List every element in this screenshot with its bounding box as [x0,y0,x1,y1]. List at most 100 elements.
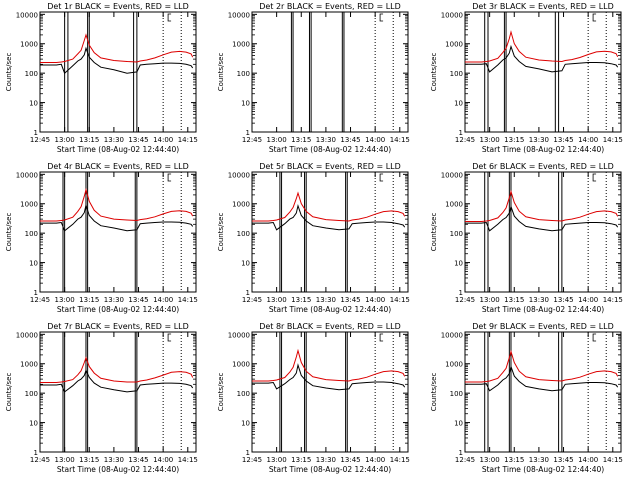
series-line-lld [40,356,194,383]
x-tick-label: 13:00 [55,456,75,464]
x-tick-label: 12:45 [242,136,262,144]
y-tick-label: 1 [246,449,250,457]
panel-title: Det 3r BLACK = Events, RED = LLD [472,2,614,11]
series-line-lld [40,33,194,63]
x-tick-label: 13:45 [340,136,360,144]
series-line-lld [252,191,406,222]
y-tick-label: 100 [450,230,463,238]
x-tick-label: 13:45 [553,456,573,464]
bracket-marker [167,13,172,22]
x-tick-label: 12:45 [30,296,50,304]
y-tick-label: 10000 [441,331,463,339]
series-line-events [465,44,619,73]
y-tick-label: 10000 [16,331,38,339]
y-axis-label: Counts/sec [430,53,438,92]
panel-title: Det 2r BLACK = Events, RED = LLD [259,2,401,11]
y-tick-label: 10 [454,100,463,108]
x-tick-label: 14:15 [390,296,410,304]
x-tick-label: 14:15 [390,136,410,144]
y-tick-label: 10000 [441,11,463,19]
x-tick-label: 13:45 [340,296,360,304]
y-tick-label: 100 [450,390,463,398]
x-tick-label: 13:15 [291,296,311,304]
plot-frame [251,171,409,293]
x-tick-label: 12:45 [455,136,475,144]
y-tick-label: 1 [34,449,38,457]
series-line-lld [40,187,194,222]
y-tick-label: 1000 [20,201,38,209]
x-tick-label: 14:00 [365,456,385,464]
detector-panel-5: Det 5r BLACK = Events, RED = LLD 1 10 100 10… [217,162,410,314]
y-tick-label: 10000 [228,11,250,19]
bracket-marker [379,13,384,22]
series-line-events [465,204,619,232]
detector-panel-3: Det 3r BLACK = Events, RED = LLD 1 10 100 10… [430,2,623,154]
x-axis-label: Start Time (08-Aug-02 12:44:40) [482,465,604,474]
bracket-marker [379,333,384,342]
y-axis-label: Counts/sec [430,213,438,252]
x-tick-label: 13:45 [128,136,148,144]
y-tick-label: 100 [25,70,38,78]
x-tick-label: 14:15 [178,136,198,144]
y-tick-label: 10000 [441,171,463,179]
series-line-events [252,363,406,391]
panel-title: Det 8r BLACK = Events, RED = LLD [259,322,401,331]
x-tick-label: 13:15 [291,136,311,144]
plot-frame [251,11,409,133]
x-tick-label: 13:30 [104,136,124,144]
plot-frame [251,331,409,453]
x-tick-label: 13:15 [79,456,99,464]
x-tick-label: 14:15 [603,456,623,464]
y-axis-label: Counts/sec [5,53,13,92]
x-tick-label: 13:30 [104,456,124,464]
x-tick-label: 13:00 [480,296,500,304]
plot-frame [464,331,622,453]
x-tick-label: 13:30 [529,296,549,304]
y-tick-label: 1000 [232,201,250,209]
x-tick-label: 13:15 [504,296,524,304]
y-tick-label: 1000 [445,201,463,209]
y-tick-label: 1 [459,289,463,297]
y-tick-label: 1 [459,449,463,457]
y-tick-label: 1000 [232,361,250,369]
x-tick-label: 13:15 [504,136,524,144]
x-tick-label: 13:15 [291,456,311,464]
x-tick-label: 12:45 [30,456,50,464]
x-tick-label: 14:00 [578,296,598,304]
x-tick-label: 13:30 [316,136,336,144]
y-tick-label: 100 [450,70,463,78]
panel-title: Det 6r BLACK = Events, RED = LLD [472,162,614,171]
x-tick-label: 12:45 [242,296,262,304]
x-tick-label: 14:00 [153,136,173,144]
x-tick-label: 13:00 [480,456,500,464]
y-tick-label: 1 [246,289,250,297]
x-tick-label: 13:30 [316,296,336,304]
x-tick-label: 13:00 [267,136,287,144]
x-tick-label: 13:00 [55,136,75,144]
x-tick-label: 13:15 [504,456,524,464]
y-axis-label: Counts/sec [5,213,13,252]
y-tick-label: 10 [454,260,463,268]
detector-panel-4: Det 4r BLACK = Events, RED = LLD 1 10 100 10… [5,162,198,314]
x-tick-label: 13:15 [79,296,99,304]
panel-title: Det 4r BLACK = Events, RED = LLD [47,162,189,171]
plot-frame [39,331,197,453]
series-line-events [40,46,194,75]
y-tick-label: 10000 [228,171,250,179]
x-tick-label: 14:00 [365,136,385,144]
x-axis-label: Start Time (08-Aug-02 12:44:40) [482,305,604,314]
x-tick-label: 12:45 [455,456,475,464]
panel-title: Det 9r BLACK = Events, RED = LLD [472,322,614,331]
series-line-lld [465,30,619,63]
series-line-events [465,364,619,392]
y-tick-label: 100 [237,230,250,238]
x-tick-label: 14:00 [153,456,173,464]
y-tick-label: 1000 [445,361,463,369]
x-tick-label: 13:45 [553,136,573,144]
series-line-events [40,203,194,232]
x-axis-label: Start Time (08-Aug-02 12:44:40) [57,465,179,474]
series-line-events [252,203,406,231]
series-line-lld [465,189,619,222]
x-tick-label: 13:00 [267,456,287,464]
y-tick-label: 10 [241,420,250,428]
